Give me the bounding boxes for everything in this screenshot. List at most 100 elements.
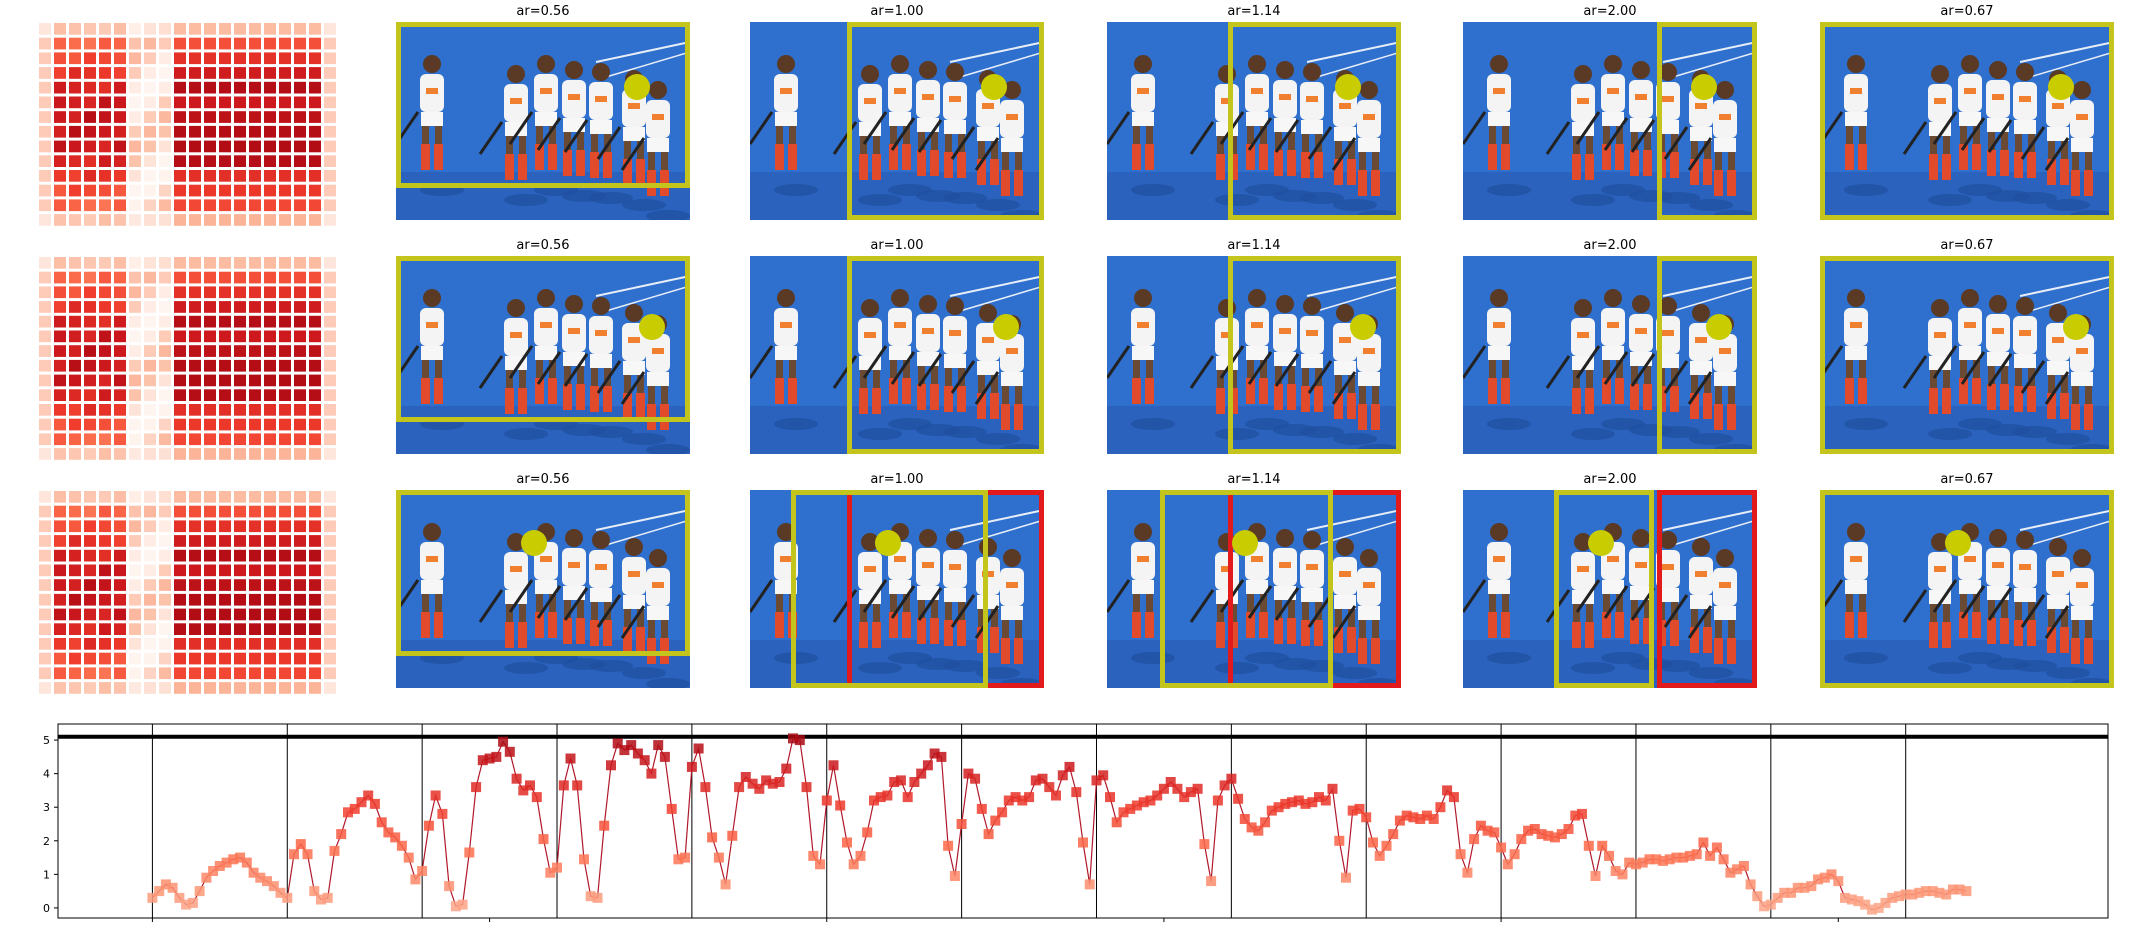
heatmap-cell (204, 564, 216, 577)
heatmap-cell (99, 623, 111, 635)
heatmap-cell (234, 286, 246, 299)
heatmap-cell (144, 184, 156, 197)
heatmap-cell (39, 652, 51, 665)
heatmap-cell (264, 345, 276, 357)
heatmap-cell (234, 330, 246, 343)
heatmap-cell (69, 359, 81, 372)
data-point (410, 874, 421, 885)
panel-title: ar=0.67 (1940, 4, 1994, 19)
data-point (201, 872, 212, 883)
heatmap-cell (294, 433, 306, 446)
data-point (916, 768, 927, 779)
heatmap-cell (39, 593, 51, 606)
heatmap-cell (264, 140, 276, 153)
data-point (504, 746, 515, 757)
heatmap-cell (309, 491, 321, 503)
focus-point (2048, 74, 2075, 101)
data-point (835, 800, 846, 811)
heatmap-cell (309, 52, 321, 65)
heatmap-cell (234, 505, 246, 518)
heatmap-cell (204, 682, 216, 694)
data-point (727, 830, 738, 841)
heatmap-cell (324, 549, 336, 562)
heatmap-cell (114, 652, 126, 665)
heatmap-cell (174, 111, 186, 123)
heatmap-cell (189, 608, 201, 621)
data-point (1388, 829, 1399, 840)
heatmap-cell (189, 81, 201, 94)
heatmap-cell (309, 315, 321, 328)
data-point (457, 899, 468, 910)
heatmap-cell (39, 81, 51, 94)
heatmap-cell (69, 199, 81, 212)
heatmap-cell (39, 330, 51, 343)
heatmap-cell (309, 433, 321, 446)
heatmap-cell (249, 125, 261, 138)
heatmap-cell (309, 155, 321, 167)
heatmap-cell (84, 67, 96, 79)
heatmap-cell (54, 593, 66, 606)
data-point (1287, 797, 1297, 808)
heatmap-cell (39, 389, 51, 401)
data-point (761, 775, 772, 786)
heatmap-cell (39, 359, 51, 372)
data-point (160, 879, 171, 890)
heatmap-cell (204, 549, 216, 562)
heatmap-cell (279, 652, 291, 665)
team-photo-icon (1107, 490, 1401, 688)
heatmap-cell (294, 199, 306, 212)
heatmap-cell (219, 170, 231, 182)
data-point (558, 780, 569, 791)
heatmap-cell (219, 667, 231, 680)
heatmap-cell (189, 652, 201, 665)
heatmap-cell (324, 593, 336, 606)
heatmap-cell (324, 199, 336, 212)
heatmap-cell (99, 359, 111, 372)
heatmap-cell (174, 330, 186, 343)
heatmap-cell (324, 579, 336, 591)
heatmap-cell (39, 140, 51, 153)
data-point (1705, 850, 1716, 861)
heatmap-cell (54, 404, 66, 416)
heatmap-cell (174, 170, 186, 182)
photo-panel (1107, 256, 1401, 454)
heatmap-cell (279, 37, 291, 50)
heatmap-cell (129, 418, 141, 431)
heatmap-cell (309, 37, 321, 50)
data-point (214, 861, 225, 871)
heatmap-cell (129, 67, 141, 79)
heatmap-cell (219, 67, 231, 79)
crop-box (847, 256, 1044, 454)
heatmap-cell (114, 315, 126, 328)
heatmap-cell (204, 448, 216, 460)
heatmap-cell (174, 433, 186, 446)
heatmap-cell (54, 549, 66, 562)
y-tick-label: 5 (43, 734, 50, 747)
heatmap-cell (114, 608, 126, 621)
heatmap-cell (144, 404, 156, 416)
heatmap-cell (159, 315, 171, 328)
heatmap-cell (234, 170, 246, 182)
team-photo-icon (750, 490, 1044, 688)
heatmap-cell (324, 682, 336, 694)
heatmap-cell (69, 125, 81, 138)
heatmap-cell (249, 564, 261, 577)
heatmap-cell (84, 345, 96, 357)
heatmap-cell (249, 623, 261, 635)
data-point (167, 882, 178, 893)
heatmap-cell (174, 37, 186, 50)
heatmap-cell (264, 330, 276, 343)
heatmap-cell (234, 184, 246, 197)
heatmap-cell (234, 257, 246, 269)
heatmap-cell (129, 359, 141, 372)
heatmap-cell (309, 23, 321, 35)
heatmap-cell (264, 682, 276, 694)
heatmap-cell (159, 257, 171, 269)
heatmap-cell (99, 330, 111, 343)
heatmap-cell (84, 564, 96, 577)
heatmap-cell (54, 37, 66, 50)
heatmap-cell (204, 667, 216, 680)
data-point (241, 857, 252, 868)
data-point (1954, 884, 1965, 895)
heatmap-cell (249, 345, 261, 357)
